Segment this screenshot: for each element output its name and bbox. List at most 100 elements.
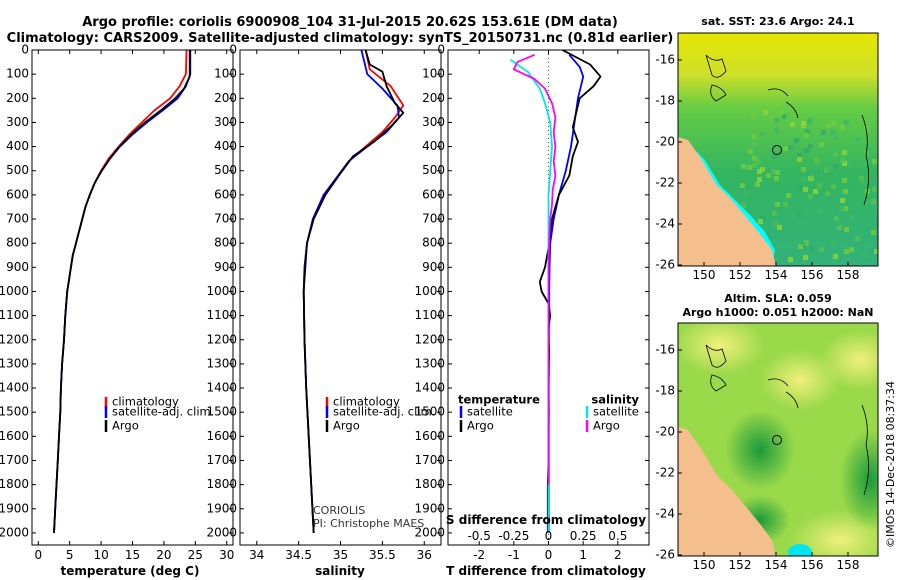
map-y-tick-label: -26 — [655, 548, 675, 562]
sst-pixel — [772, 154, 777, 159]
sst-pixel — [755, 182, 760, 187]
map-x-tick-label: 154 — [765, 558, 788, 572]
y-tick-label: 300 — [214, 115, 237, 129]
map-y-tick-label: -20 — [655, 135, 675, 149]
sst-pixel — [871, 230, 876, 235]
x-tick-label: 2 — [614, 548, 622, 562]
x-tick-label: 35.5 — [369, 548, 396, 562]
series-line-argo — [302, 50, 405, 533]
sst-pixel — [783, 202, 788, 207]
sst-pixel — [758, 219, 763, 224]
x-tick-label: 0 — [545, 548, 553, 562]
x-tick-label: 35 — [333, 548, 348, 562]
sst-pixel — [757, 177, 762, 182]
y-tick-label: 1800 — [206, 477, 237, 491]
y-tick-label: 500 — [214, 163, 237, 177]
y-tick-label: 800 — [422, 236, 445, 250]
sst-pixel — [874, 249, 878, 254]
map-y-tick-label: -26 — [655, 258, 675, 272]
y-tick-label: 1900 — [414, 501, 445, 515]
altimetry-sla-map: Altim. SLA: 0.059 Argo h1000: 0.051 h200… — [655, 292, 879, 572]
y-tick-label: 1400 — [414, 381, 445, 395]
series-line-satellite-adj-clim- — [302, 50, 400, 533]
s-diff-tick-label: 0 — [545, 529, 553, 543]
sst-pixel — [808, 144, 813, 149]
map-x-tick-label: 152 — [729, 268, 752, 282]
sst-pixel — [797, 157, 802, 162]
legend-satellite-label: satellite-adj. clim. — [333, 405, 435, 419]
sst-pixel — [855, 137, 860, 142]
sst-pixel — [801, 242, 806, 247]
legend-climatology-label: climatology — [112, 395, 179, 409]
sst-pixel — [744, 191, 749, 196]
sst-pixel — [777, 225, 782, 230]
sst-pixel — [809, 246, 814, 251]
argo-position-marker — [772, 145, 782, 155]
sst-pixel — [813, 189, 818, 194]
y-tick-label: 900 — [6, 260, 29, 274]
y-tick-label: 1400 — [206, 381, 237, 395]
y-tick-label: 200 — [6, 91, 29, 105]
map-y-tick-label: -16 — [655, 343, 675, 357]
imos-credit: ©IMOS 14-Dec-2018 08:37:34 — [884, 381, 897, 548]
x-tick-label: 1 — [579, 548, 587, 562]
map-y-tick-label: -18 — [655, 94, 675, 108]
sst-pixel — [751, 120, 756, 125]
sst-pixel — [842, 178, 847, 183]
sst-pixel — [840, 198, 845, 203]
map-x-tick-label: 150 — [693, 558, 716, 572]
sst-pixel — [766, 173, 771, 178]
y-tick-label: 1800 — [0, 477, 29, 491]
sst-pixel — [872, 159, 877, 164]
sst-pixel — [794, 138, 799, 143]
sla-map-frame — [677, 322, 879, 557]
sst-pixel — [833, 135, 838, 140]
sst-pixel — [844, 120, 849, 125]
sst-pixel — [809, 173, 814, 178]
sst-pixel — [843, 206, 848, 211]
sst-pixel — [847, 163, 852, 168]
sst-pixel — [833, 164, 838, 169]
sst-pixel — [817, 183, 822, 188]
sst-pixel — [774, 118, 779, 123]
y-tick-label: 500 — [422, 163, 445, 177]
sst-pixel — [752, 134, 757, 139]
series-line-satellite-adj-clim- — [53, 50, 192, 533]
y-tick-label: 1800 — [414, 477, 445, 491]
sst-pixel — [741, 164, 746, 169]
sst-pixel — [808, 194, 813, 199]
y-tick-label: 600 — [6, 187, 29, 201]
sst-pixel — [862, 252, 867, 257]
pi-annotation: PI: Christophe MAES — [313, 517, 424, 530]
y-tick-label: 100 — [422, 67, 445, 81]
y-tick-label: 2000 — [206, 525, 237, 539]
y-tick-label: 400 — [6, 139, 29, 153]
y-tick-label: 1700 — [206, 453, 237, 467]
legend-t-satellite-label: satellite — [467, 405, 513, 419]
sst-pixel — [859, 176, 864, 181]
y-tick-label: 1300 — [206, 356, 237, 370]
sst-pixel — [831, 184, 836, 189]
y-tick-label: 800 — [214, 236, 237, 250]
sst-pixel — [804, 148, 809, 153]
x-tick-label: -2 — [473, 548, 485, 562]
sst-pixel — [779, 110, 784, 115]
y-tick-label: 2000 — [0, 525, 29, 539]
land-mass — [678, 427, 776, 556]
argo-position-marker — [772, 435, 782, 445]
y-tick-label: 100 — [6, 67, 29, 81]
sst-pixel — [807, 120, 812, 125]
sst-pixel — [831, 240, 836, 245]
difference-profile-panel: -2 -1 0 1 2 -0.5 -0.25 0 0.25 0.5 0 100 200 300 400 5… — [414, 43, 650, 578]
series-line-climatology — [53, 50, 188, 533]
sst-pixel — [825, 191, 830, 196]
y-tick-label: 1200 — [206, 332, 237, 346]
sst-pixel — [775, 202, 780, 207]
x-tick-label: 20 — [156, 548, 171, 562]
s-diff-tick-label: 0.5 — [608, 529, 627, 543]
sst-pixel — [876, 177, 878, 182]
title-line-1: Argo profile: coriolis 6900908_104 31-Ju… — [82, 15, 618, 30]
y-tick-label: 1100 — [414, 308, 445, 322]
sst-pixel — [849, 247, 854, 252]
